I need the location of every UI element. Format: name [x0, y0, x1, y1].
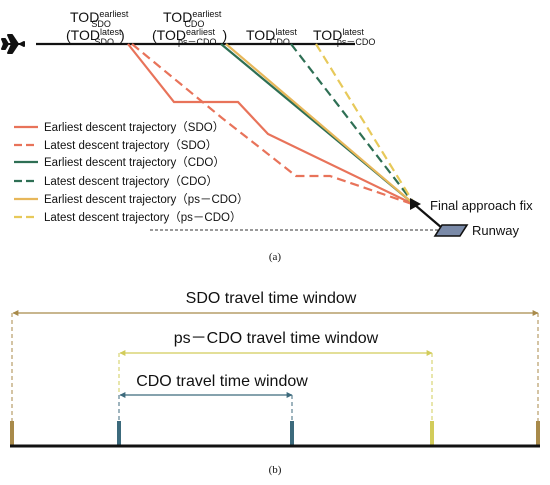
tod-earliest-pscdo-paren: (TODearliest ps－CDO) — [152, 27, 227, 47]
legend-label: Latest descent trajectory（ps－CDO） — [44, 211, 242, 224]
tod-earliest-sdo: TODearliest SDO — [70, 9, 129, 29]
legend-label: Earliest descent trajectory（CDO） — [44, 156, 225, 169]
final-approach-fix-label: Final approach fix — [430, 198, 533, 213]
legend-item: Earliest descent trajectory（CDO） — [14, 156, 225, 169]
runway-icon — [433, 224, 469, 237]
legend: Earliest descent trajectory（SDO） Latest … — [14, 121, 249, 224]
legend-label: Earliest descent trajectory（ps－CDO） — [44, 193, 249, 206]
trajectory-latest-cdo — [290, 43, 416, 206]
legend-item: Latest descent trajectory（CDO） — [14, 175, 218, 188]
final-approach-fix-marker — [410, 198, 421, 210]
tod-earliest-cdo: TODearliest CDO — [163, 9, 222, 29]
legend-label: Earliest descent trajectory（SDO） — [44, 121, 224, 134]
sdo-right-tick — [536, 421, 540, 446]
trajectory-latest-sdo — [131, 43, 416, 207]
pscdo-window-label: ps－CDO travel time window — [174, 330, 379, 347]
cdo-left-tick — [117, 421, 121, 446]
tod-latest-pscdo: TODlatest ps－CDO — [313, 27, 375, 47]
panel-a: TODearliest SDO (TODlatest SDO) TODearlies… — [1, 9, 533, 263]
legend-item: Latest descent trajectory（ps－CDO） — [14, 211, 242, 224]
tod-latest-sdo-paren: (TODlatest SDO) — [66, 27, 125, 47]
airplane-icon — [1, 34, 25, 54]
panel-b: SDO travel time window ps－CDO travel tim… — [10, 290, 540, 476]
descent-trajectories — [127, 43, 416, 207]
runway-label: Runway — [472, 223, 519, 238]
cdo-window-label: CDO travel time window — [136, 373, 308, 390]
trajectory-earliest-pscdo — [225, 43, 416, 206]
legend-item: Earliest descent trajectory（ps－CDO） — [14, 193, 249, 206]
final-approach-path — [414, 204, 443, 229]
legend-label: Latest descent trajectory（SDO） — [44, 139, 217, 152]
caption-a: (a) — [269, 251, 282, 263]
pscdo-right-tick — [430, 421, 434, 446]
trajectory-latest-pscdo — [315, 43, 416, 206]
cdo-right-tick — [290, 421, 294, 446]
tod-latest-cdo: TODlatest CDO — [246, 27, 297, 47]
legend-item: Latest descent trajectory（SDO） — [14, 139, 217, 152]
trajectory-earliest-sdo — [127, 43, 416, 206]
sdo-left-tick — [10, 421, 14, 446]
caption-b: (b) — [269, 464, 282, 476]
legend-label: Latest descent trajectory（CDO） — [44, 175, 218, 188]
sdo-window-label: SDO travel time window — [186, 290, 357, 307]
legend-item: Earliest descent trajectory（SDO） — [14, 121, 224, 134]
